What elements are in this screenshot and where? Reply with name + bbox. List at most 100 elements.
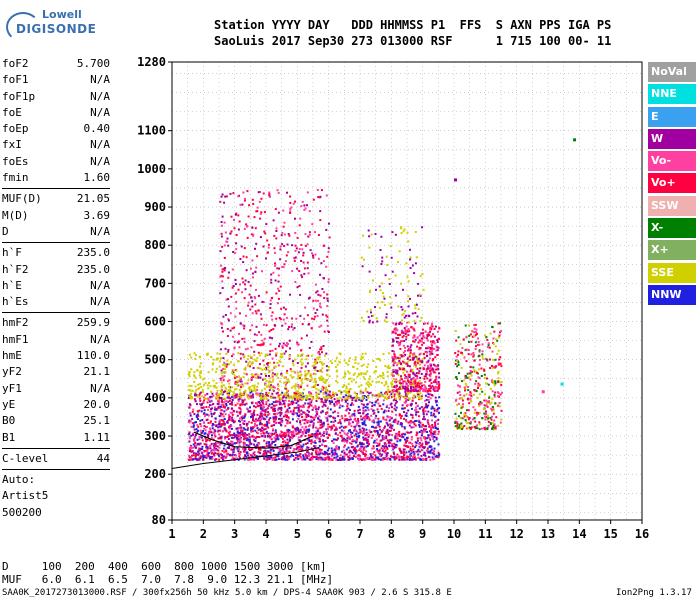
echo-point [371,405,374,408]
echo-point [432,453,435,456]
echo-point [434,433,437,436]
echo-point [223,401,225,404]
echo-point [239,408,242,411]
echo-point [427,410,430,413]
echo-point [376,398,379,401]
echo-point [303,204,306,207]
echo-point [415,385,417,388]
echo-point [306,442,309,445]
echo-point [354,391,356,394]
echo-point [278,289,281,292]
echo-point [436,389,439,392]
param-row: foF1 N/A [2,72,110,88]
echo-point [239,352,242,355]
echo-point [422,446,424,449]
echo-point [225,453,228,456]
echo-point [348,456,351,459]
echo-point [195,452,197,455]
echo-point [427,359,430,362]
echo-point [435,419,438,422]
echo-point [297,394,300,397]
echo-point [261,446,264,448]
echo-point [384,451,387,454]
echo-point [404,390,407,393]
echo-point [221,384,224,387]
echo-point [304,306,307,309]
echo-point [230,295,233,298]
echo-point [289,210,292,213]
echo-point [319,390,322,393]
echo-point [335,426,337,429]
echo-point [223,418,226,420]
echo-point [358,398,361,401]
echo-point [461,399,464,402]
echo-point [345,362,348,365]
echo-point [418,334,421,337]
echo-point [220,403,223,406]
echo-point [233,446,236,449]
echo-point [290,325,293,328]
echo-point [362,376,365,379]
echo-point [405,451,408,454]
echo-point [232,285,235,287]
echo-point [354,452,357,455]
echo-point [429,340,432,343]
echo-point [220,369,223,372]
param-row: yE 20.0 [2,397,110,413]
echo-point [213,386,216,389]
echo-point [344,397,347,400]
echo-point [202,421,205,424]
echo-point [265,445,268,448]
echo-point [257,432,260,435]
echo-point [381,434,384,437]
echo-point [365,396,368,399]
echo-point [377,417,380,420]
echo-point [457,363,460,366]
echo-point [238,441,241,444]
echo-point [219,379,222,382]
echo-point [233,346,236,349]
echo-point [308,391,311,394]
echo-point [305,397,308,400]
echo-point [414,378,417,381]
echo-point [392,322,395,325]
echo-point [305,425,308,428]
echo-point [400,354,403,357]
echo-point [359,441,361,444]
echo-point [261,300,264,303]
echo-point [310,340,313,343]
echo-point [195,445,198,448]
echo-point [278,267,281,270]
echo-point [419,421,422,424]
echo-point [406,364,409,367]
echo-point [249,308,252,311]
echo-point [332,438,335,441]
echo-point [330,457,333,460]
echo-point [300,409,303,412]
echo-point [195,416,198,418]
echo-point [314,446,317,449]
echo-point [240,433,243,436]
echo-point [411,414,414,417]
echo-point [228,400,231,402]
echo-point [411,416,414,419]
echo-point [292,455,295,457]
echo-point [322,260,325,263]
echo-point [427,441,430,444]
echo-point [394,418,397,421]
echo-point [337,437,339,440]
echo-point [298,285,301,288]
echo-point [230,448,233,451]
echo-point [329,402,332,405]
echo-point [306,373,309,376]
echo-point [275,230,278,232]
echo-point [233,458,236,460]
echo-point [195,457,198,460]
echo-point [275,317,278,320]
echo-point [326,449,329,452]
echo-point [274,446,277,449]
echo-point [294,457,297,459]
echo-point [254,389,257,392]
echo-point [434,415,437,418]
echo-point [418,420,421,423]
